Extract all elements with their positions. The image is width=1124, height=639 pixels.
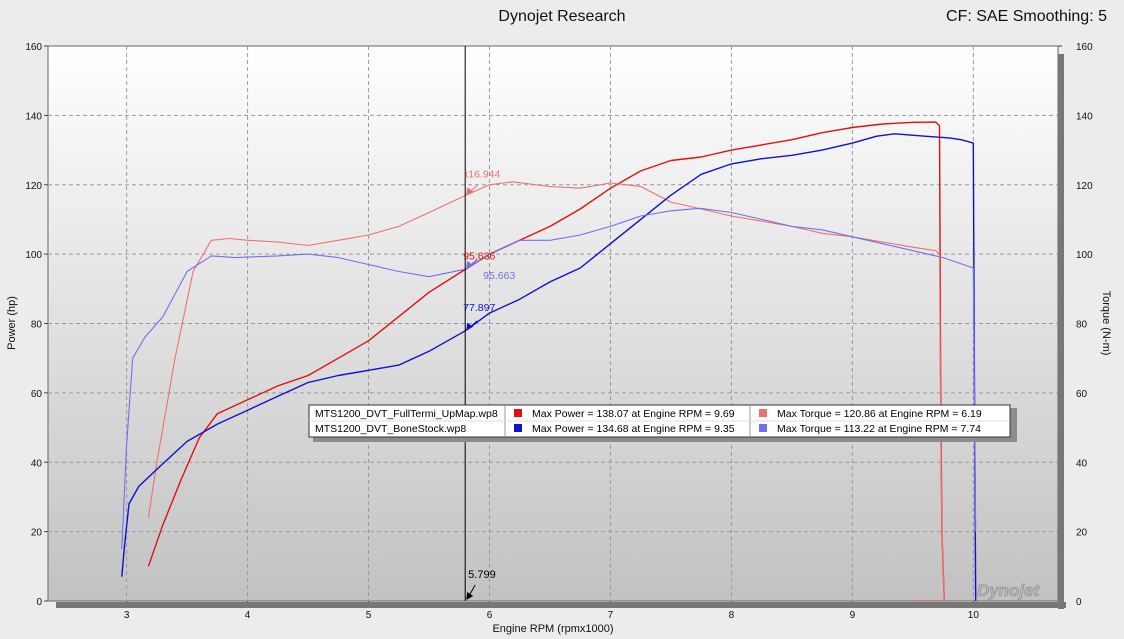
tick-label-x: 6: [487, 610, 493, 621]
cursor-rpm-arrowhead: [466, 592, 474, 600]
cursor-marker-head: [466, 187, 474, 196]
x-axis-label: Engine RPM (rpmx1000): [492, 623, 613, 635]
y-axis-shadow: [1058, 54, 1064, 609]
x-axis-shadow: [56, 602, 1066, 608]
grid-lines: [48, 46, 1058, 601]
tick-label-left: 40: [31, 458, 43, 469]
legend-run1-max-torque: Max Torque = 120.86 at Engine RPM = 6.19: [777, 408, 982, 420]
legend-run1-torque-swatch: [759, 409, 767, 417]
legend-run1-max-power: Max Power = 138.07 at Engine RPM = 9.69: [532, 408, 735, 420]
legend-run1-file: MTS1200_DVT_FullTermi_UpMap.wp8: [315, 408, 498, 420]
tick-label-right: 40: [1076, 458, 1088, 469]
cursor-marker-head: [466, 261, 474, 270]
tick-label-left: 0: [36, 597, 42, 608]
tick-label-right: 0: [1076, 597, 1082, 608]
x-axis: 3 4 5 6 7 8 9 10: [56, 601, 1066, 621]
legend-run2-power-swatch: [514, 424, 522, 432]
tick-label-x: 7: [608, 610, 614, 621]
tick-label-left: 80: [31, 320, 43, 331]
tick-label-right: 100: [1076, 250, 1093, 261]
tick-label-left: 100: [25, 250, 42, 261]
tick-label-right: 80: [1076, 320, 1088, 331]
y-axis-right: 0 20 40 60 80 100 120 140 160: [1058, 42, 1093, 609]
series-line-run2_power: [121, 133, 977, 601]
tick-label-right: 60: [1076, 389, 1088, 400]
legend-run1-power-swatch: [514, 409, 522, 417]
cursor-value-label: 77.897: [463, 302, 495, 314]
tick-label-x: 8: [729, 610, 735, 621]
tick-label-x: 3: [124, 610, 130, 621]
cursor-value-label: 116.944: [463, 168, 500, 180]
tick-label-left: 20: [31, 528, 43, 539]
cursor-markers: 116.944 95.636 95.663 77.897: [463, 168, 515, 600]
chart-settings: CF: SAE Smoothing: 5: [946, 8, 1107, 25]
tick-label-x: 9: [850, 610, 856, 621]
cursor-value-label: 95.636: [463, 250, 495, 262]
tick-label-left: 120: [25, 181, 42, 192]
dynojet-watermark: Dynojet: [977, 581, 1041, 600]
tick-label-right: 140: [1076, 111, 1093, 122]
tick-label-x: 4: [245, 610, 251, 621]
y-axis-left-label: Power (hp): [6, 296, 18, 350]
tick-label-left: 160: [25, 42, 42, 53]
legend-box: MTS1200_DVT_FullTermi_UpMap.wp8 Max Powe…: [308, 404, 1017, 442]
chart-title: Dynojet Research: [498, 8, 625, 25]
y-axis-left: 0 20 40 60 80 100 120 140 160: [25, 42, 48, 608]
legend-run2-file: MTS1200_DVT_BoneStock.wp8: [315, 423, 466, 435]
tick-label-right: 120: [1076, 181, 1093, 192]
tick-label-right: 20: [1076, 528, 1088, 539]
tick-label-left: 140: [25, 111, 42, 122]
series-layer: [121, 121, 977, 601]
series-line-run1_power: [147, 121, 945, 601]
cursor-rpm-label: 5.799: [468, 569, 496, 581]
legend-run2-max-power: Max Power = 134.68 at Engine RPM = 9.35: [532, 423, 735, 435]
cursor-value-label: 95.663: [483, 270, 515, 282]
tick-label-x: 5: [366, 610, 372, 621]
cursor-marker-head: [466, 322, 474, 331]
y-axis-right-label: Torque (N-m): [1100, 291, 1112, 356]
series-line-run1_torque: [147, 181, 945, 601]
tick-label-left: 60: [31, 389, 43, 400]
tick-label-right: 160: [1076, 42, 1093, 53]
tick-label-x: 10: [968, 610, 980, 621]
legend-run2-torque-swatch: [759, 424, 767, 432]
legend-run2-max-torque: Max Torque = 113.22 at Engine RPM = 7.74: [777, 423, 981, 435]
series-line-run2_torque: [121, 207, 977, 550]
